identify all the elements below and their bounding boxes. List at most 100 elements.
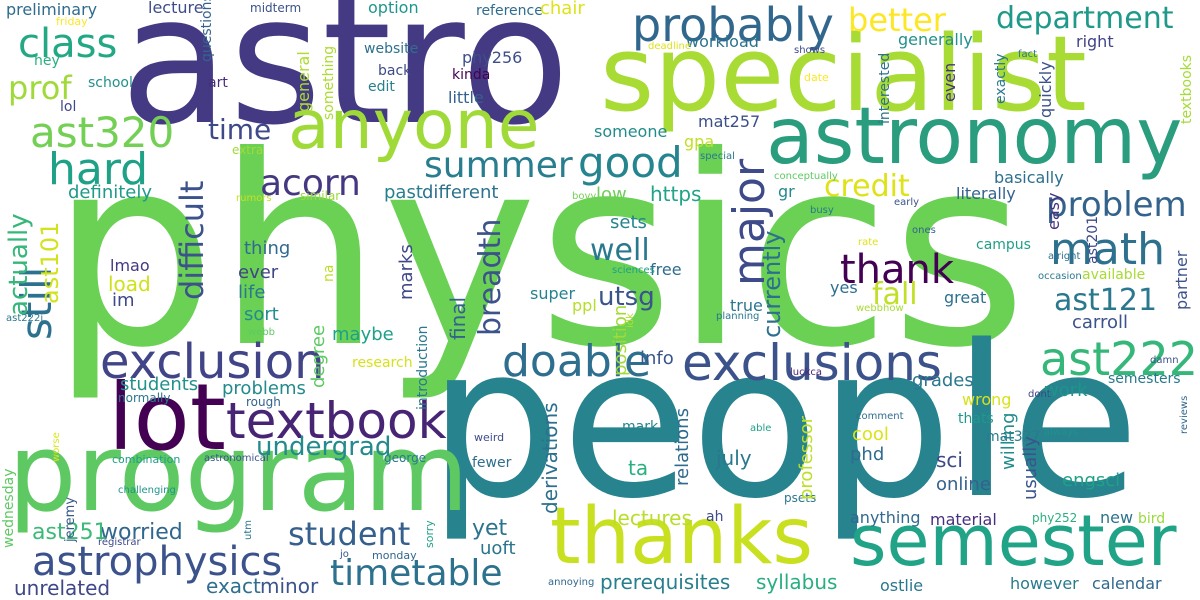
word-prof: prof — [8, 69, 72, 107]
word-ast101: ast101 — [36, 221, 64, 304]
word-mat327: mat327 — [986, 429, 1041, 445]
word-psets: comment — [856, 411, 904, 422]
word-textbooks: textbooks — [1179, 54, 1195, 124]
word-minor: minor — [260, 574, 319, 598]
word-yes: yes — [830, 278, 858, 297]
word-worried: worried — [100, 520, 183, 545]
word-busy: sciences — [612, 265, 655, 276]
word-chair: reference — [476, 3, 543, 19]
word-kinda: phy256 — [462, 48, 523, 67]
word-general: something — [321, 45, 337, 120]
word-ta: ta — [628, 456, 649, 480]
word-life: life — [238, 282, 266, 303]
word-undergrad: undergrad — [256, 432, 392, 462]
word-phy256: someone — [594, 122, 668, 141]
word-planning: campus — [976, 237, 1031, 253]
word-similar: extra — [232, 143, 264, 157]
word-maybe: maybe — [332, 324, 394, 345]
word-ah: psets — [784, 491, 817, 505]
word-relations: relations — [672, 408, 693, 486]
word-great: great — [944, 288, 987, 307]
word-date: ast222i — [6, 313, 44, 324]
word-lecture: preliminary — [6, 0, 98, 19]
word-department: department — [996, 1, 1174, 36]
word-usually: usually — [1020, 436, 1041, 500]
word-phy252: ah — [706, 509, 724, 525]
word-extra: edit — [368, 79, 395, 95]
word-https: https — [650, 182, 702, 206]
word-wednesday: normally — [118, 391, 171, 405]
word-option: little — [448, 88, 484, 107]
word-sorry: dont — [1028, 389, 1051, 400]
word-people: people — [428, 300, 1140, 545]
word-normally: rough — [246, 395, 281, 409]
word-past: past — [384, 182, 423, 203]
word-available: available — [1082, 267, 1146, 283]
word-willing: willing — [998, 412, 1019, 470]
word-early: bovy — [572, 191, 597, 202]
word-ppl: ppl — [572, 296, 597, 315]
word-well: well — [590, 233, 650, 268]
word-anything: anything — [850, 508, 921, 527]
word-math: math — [1050, 224, 1165, 275]
word-rate: ones — [912, 225, 936, 236]
word-fact: shows — [794, 45, 826, 56]
word-im: im — [112, 290, 135, 311]
word-dont: luckca — [790, 367, 823, 378]
word-doable: doable — [502, 336, 652, 387]
word-edit: back — [378, 63, 412, 79]
word-able: mark — [622, 419, 659, 435]
word-currently: currently — [758, 230, 786, 338]
word-school: art — [208, 75, 228, 91]
word-literally: literally — [956, 184, 1016, 203]
word-low: low — [596, 184, 627, 205]
word-campus: special — [700, 151, 735, 162]
word-carroll: carroll — [1072, 312, 1129, 333]
word-workload: chair — [540, 0, 585, 19]
word-hard: hard — [48, 144, 149, 195]
word-ast320: ast320 — [30, 108, 175, 157]
word-degree: marks — [396, 244, 417, 300]
word-webbhow: damn — [1150, 355, 1179, 366]
word-introduction: wednesday — [1, 468, 17, 548]
word-little: kinda — [452, 67, 491, 83]
word-art: lol — [60, 99, 77, 115]
word-material: material — [930, 510, 997, 529]
word-sort: sort — [244, 304, 279, 325]
word-exactly: exactly — [993, 53, 1009, 104]
word-class: class — [18, 21, 118, 67]
word-problem: problem — [1046, 185, 1187, 225]
word-timetable: timetable — [330, 553, 503, 594]
word-back: website — [364, 41, 419, 57]
word-ast251: ast251 — [32, 520, 108, 545]
word-damn: reviews — [1179, 395, 1190, 434]
word-ast121: ast121 — [1054, 283, 1158, 318]
word-questions: general — [294, 51, 313, 112]
word-true: true — [730, 296, 763, 315]
word-thanks: thanks — [550, 492, 814, 582]
word-free: free — [650, 260, 682, 279]
word-work: work — [1044, 380, 1088, 401]
word-astronomy: astronomy — [766, 92, 1183, 182]
word-utsg: utsg — [598, 282, 655, 312]
word-difficult: difficult — [173, 180, 211, 300]
word-hey: school — [88, 75, 133, 91]
word-final: final — [446, 296, 470, 340]
word-always: phy252 — [1032, 511, 1078, 525]
word-webb: idk — [625, 313, 636, 328]
word-lmao: lmao — [110, 256, 150, 275]
word-load: load — [108, 272, 151, 296]
word-special: conceptually — [774, 171, 838, 182]
word-monday: george — [384, 451, 427, 465]
word-friday: midterm — [250, 1, 302, 15]
word-utm: jo — [340, 549, 349, 560]
word-anyone: anyone — [288, 86, 540, 165]
word-exclusions: exclusions — [682, 334, 942, 392]
word-even: even — [940, 62, 959, 102]
word-deadline: date — [804, 71, 829, 84]
word-problems: problems — [222, 378, 306, 399]
word-syllabus: syllabus — [756, 570, 838, 594]
word-gr: gr — [778, 182, 795, 201]
word-astronomical: combination — [112, 453, 181, 466]
